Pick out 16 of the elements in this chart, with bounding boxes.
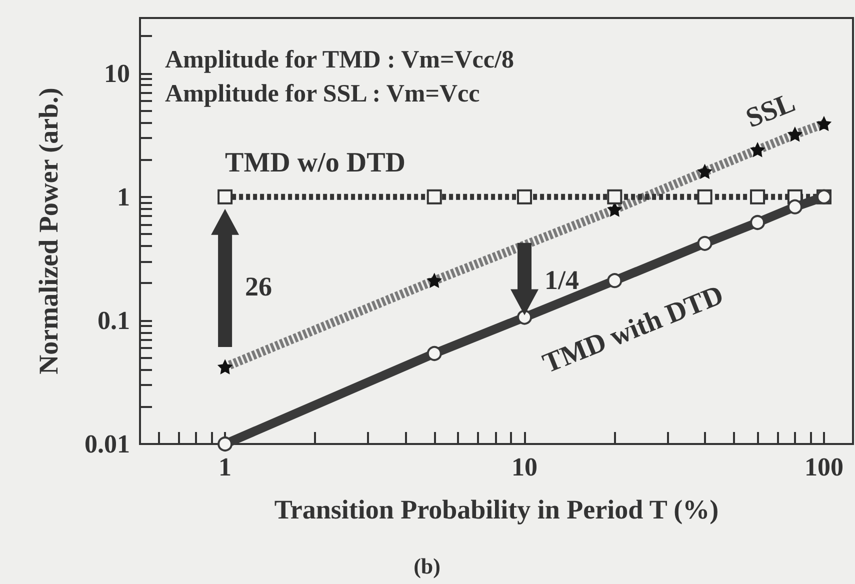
x-tick-label: 100 [804, 452, 844, 482]
x-tick-label: 1 [218, 452, 232, 482]
text: SSL [742, 87, 800, 134]
x-tick-label: 10 [512, 452, 538, 482]
y-axis-title: Normalized Power (arb.) [34, 88, 64, 374]
y-tick-label: 1 [117, 182, 130, 212]
y-tick-label: 10 [104, 58, 130, 88]
y-tick-label: 0.1 [98, 306, 130, 335]
annotation: Amplitude for SSL : Vm=Vcc [165, 80, 480, 108]
annotation: Amplitude for TMD : Vm=Vcc/8 [165, 46, 514, 74]
annotation: 1/4 [544, 265, 580, 296]
series-label: TMD w/o DTD [225, 147, 406, 178]
annotation: 26 [245, 271, 272, 302]
text: (b) [414, 554, 440, 578]
x-axis-title: Transition Probability in Period T (%) [274, 494, 719, 524]
y-tick-label: 0.01 [84, 430, 130, 458]
